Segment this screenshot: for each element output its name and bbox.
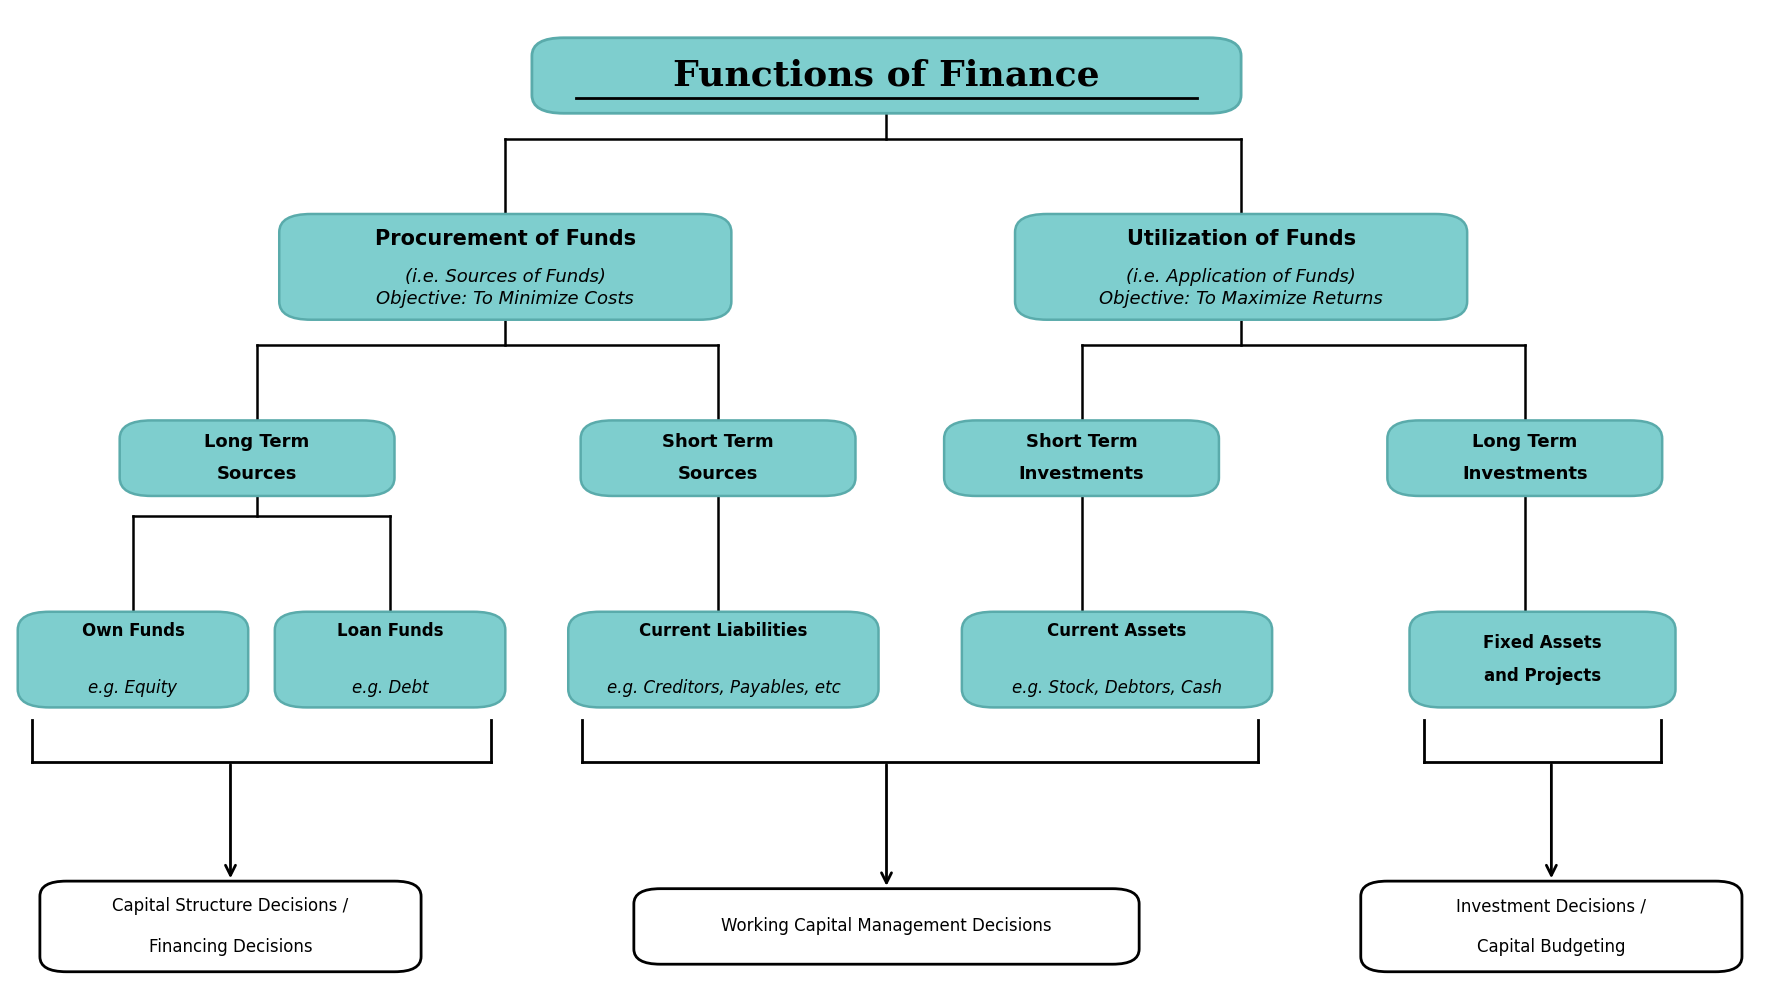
Text: Investments: Investments [1019,465,1144,483]
FancyBboxPatch shape [1014,214,1468,320]
Text: Long Term: Long Term [1472,433,1578,451]
Text: Working Capital Management Decisions: Working Capital Management Decisions [722,917,1051,936]
FancyBboxPatch shape [278,214,730,320]
FancyBboxPatch shape [943,421,1218,495]
FancyBboxPatch shape [580,421,856,495]
FancyBboxPatch shape [567,612,878,707]
Text: Procurement of Funds: Procurement of Funds [374,229,637,249]
Text: Own Funds: Own Funds [82,622,184,640]
FancyBboxPatch shape [275,612,505,707]
FancyBboxPatch shape [635,889,1138,965]
Text: Investment Decisions /: Investment Decisions / [1456,897,1647,915]
FancyBboxPatch shape [18,612,248,707]
Text: (i.e. Sources of Funds): (i.e. Sources of Funds) [404,268,606,286]
Text: Objective: To Maximize Returns: Objective: To Maximize Returns [1099,290,1383,308]
Text: e.g. Creditors, Payables, etc: e.g. Creditors, Payables, etc [606,679,840,697]
Text: Capital Budgeting: Capital Budgeting [1477,938,1626,956]
Text: Financing Decisions: Financing Decisions [149,938,312,956]
Text: e.g. Stock, Debtors, Cash: e.g. Stock, Debtors, Cash [1012,679,1222,697]
Text: Functions of Finance: Functions of Finance [674,58,1099,93]
Text: Objective: To Minimize Costs: Objective: To Minimize Costs [376,290,635,308]
FancyBboxPatch shape [1386,421,1663,495]
Text: Short Term: Short Term [1027,433,1136,451]
FancyBboxPatch shape [961,612,1271,707]
Text: Utilization of Funds: Utilization of Funds [1126,229,1356,249]
Text: Investments: Investments [1463,465,1587,483]
Text: Short Term: Short Term [663,433,773,451]
Text: Loan Funds: Loan Funds [337,622,443,640]
Text: Capital Structure Decisions /: Capital Structure Decisions / [112,897,349,915]
Text: and Projects: and Projects [1484,667,1601,685]
FancyBboxPatch shape [1410,612,1675,707]
Text: Long Term: Long Term [204,433,310,451]
Text: Current Liabilities: Current Liabilities [640,622,807,640]
Text: e.g. Equity: e.g. Equity [89,679,177,697]
Text: Fixed Assets: Fixed Assets [1484,634,1601,653]
FancyBboxPatch shape [41,881,422,972]
Text: (i.e. Application of Funds): (i.e. Application of Funds) [1126,268,1356,286]
FancyBboxPatch shape [1360,881,1741,972]
Text: Sources: Sources [677,465,759,483]
Text: Sources: Sources [216,465,298,483]
FancyBboxPatch shape [119,421,394,495]
Text: Current Assets: Current Assets [1048,622,1186,640]
Text: e.g. Debt: e.g. Debt [351,679,429,697]
FancyBboxPatch shape [532,37,1241,113]
